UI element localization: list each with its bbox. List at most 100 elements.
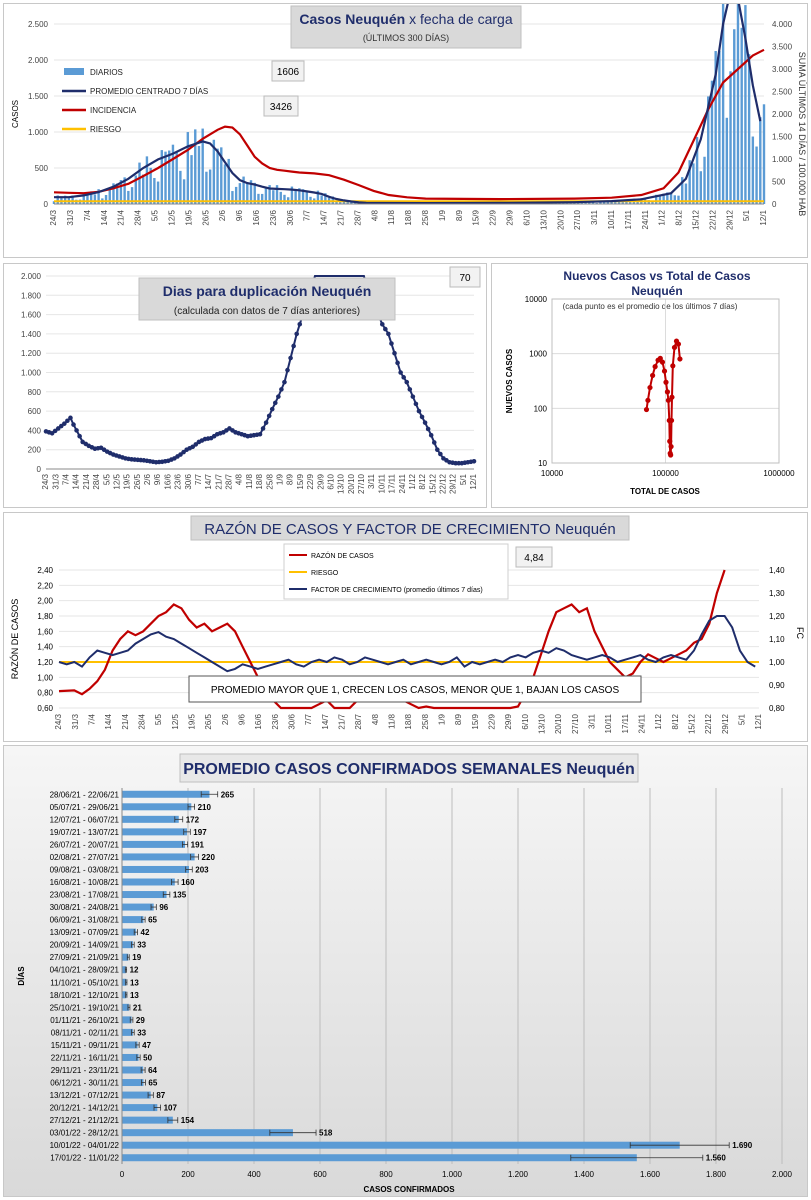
- x-tick-label: 23/6: [269, 209, 278, 225]
- daily-bar: [56, 195, 59, 204]
- daily-bar: [208, 169, 212, 204]
- legend-label: DIARIOS: [90, 68, 123, 77]
- left-tick-label: 2.000: [28, 56, 49, 65]
- weekly-bars-panel: PROMEDIO CASOS CONFIRMADOS SEMANALES Neu…: [3, 745, 808, 1197]
- left-tick-label: 1,40: [37, 643, 53, 652]
- daily-bar: [744, 5, 747, 205]
- right-tick-label: 1.000: [772, 155, 793, 164]
- daily-bar: [119, 180, 123, 204]
- chart-title: Nuevos Casos vs Total de Casos: [563, 269, 751, 283]
- bar: [122, 1016, 132, 1024]
- category-label: 22/11/21 - 16/11/21: [51, 1053, 120, 1062]
- daily-bar: [257, 193, 260, 204]
- x-tick-label: 1/12: [658, 209, 667, 225]
- data-point: [383, 326, 388, 332]
- daily-bar: [160, 150, 164, 204]
- y-tick-label: 200: [28, 446, 42, 455]
- x-tick-label: 3/11: [587, 713, 596, 729]
- daily-bar: [695, 136, 699, 204]
- data-point: [395, 360, 400, 366]
- x-tick-label: 10/11: [377, 473, 386, 493]
- annotation-box: [188, 675, 642, 703]
- x-tick-label: 6/10: [326, 473, 335, 489]
- data-point: [282, 379, 287, 385]
- x-tick-label: 18/8: [404, 209, 413, 225]
- weekly-average-chart: PROMEDIO CASOS CONFIRMADOS SEMANALES Neu…: [17, 753, 793, 1194]
- value-label: 160: [181, 878, 195, 887]
- x-tick-label: 15/12: [691, 209, 700, 230]
- cases-chart-panel: 0 500 1.000 1.500 2.000 2.500 0 500 1.000 1.500 2.…: [3, 3, 808, 258]
- x-tick-label: 1.600: [640, 1170, 661, 1179]
- daily-bar: [316, 190, 320, 204]
- right-tick-label: 0,80: [769, 704, 785, 713]
- daily-bar: [63, 195, 67, 204]
- category-label: 03/01/22 - 28/12/21: [50, 1129, 120, 1138]
- daily-bar: [606, 200, 610, 204]
- daily-bar: [703, 156, 706, 204]
- x-tick-label: 26/5: [201, 209, 210, 225]
- x-tick-label: 10/11: [604, 713, 613, 733]
- x-tick-label: 23/6: [174, 473, 183, 489]
- x-tick-label: 23/6: [271, 713, 280, 729]
- daily-bar: [733, 29, 736, 205]
- y2-axis-label: SUMA ÚLTIMOS 14 DÍAS / 100.000 HAB: [797, 52, 807, 216]
- value-label: 87: [156, 1091, 165, 1100]
- chart-subtitle: (calculada con datos de 7 días anteriore…: [174, 306, 360, 317]
- daily-bar: [677, 195, 680, 204]
- bar: [122, 978, 127, 986]
- x-tick-label: 7/4: [61, 473, 70, 485]
- x-tick-label: 22/9: [487, 713, 496, 729]
- x-tick-label: 30/6: [184, 473, 193, 489]
- x-tick-label: 13/10: [539, 209, 548, 230]
- data-point: [413, 401, 419, 407]
- incidence-line: [53, 48, 765, 201]
- bar: [122, 1091, 151, 1099]
- y-tick-label: 800: [28, 388, 42, 397]
- ratio-growth-chart: 0,60 0,80 1,00 1,20 1,40 1,60 1,80 2,00 2,20 2,40…: [10, 515, 805, 734]
- bar: [122, 1116, 173, 1124]
- x-tick-label: 1/9: [437, 713, 446, 725]
- x-tick-label: 6/10: [522, 209, 531, 225]
- x-tick-label: 16/6: [254, 713, 263, 729]
- y-tick-label: 1000: [529, 350, 547, 359]
- x-tick-label: 18/8: [404, 713, 413, 729]
- y-tick-label: 400: [28, 426, 42, 435]
- daily-bar: [294, 189, 297, 204]
- bar: [122, 1028, 133, 1036]
- x-tick-label: 5/5: [151, 209, 160, 221]
- x-tick-label: 1000000: [763, 469, 795, 478]
- y-tick-label: 600: [28, 407, 42, 416]
- left-tick-label: 1,60: [37, 627, 53, 636]
- x-tick-label: 21/4: [117, 209, 126, 225]
- daily-bar: [145, 156, 149, 204]
- data-point: [407, 387, 413, 392]
- x-tick-label: 24/3: [41, 473, 50, 489]
- x-tick-label: 16/6: [252, 209, 261, 225]
- x-tick-label: 15/12: [428, 473, 437, 494]
- legend-label: RAZÓN DE CASOS: [311, 551, 374, 560]
- daily-bar: [669, 192, 673, 204]
- data-point: [276, 394, 281, 399]
- daily-bar: [89, 191, 93, 204]
- x-tick-label: 12/5: [167, 209, 176, 225]
- y-axis-label: CASOS: [11, 100, 20, 128]
- value-label: 21: [133, 1003, 142, 1012]
- daily-bar: [320, 195, 323, 204]
- x-tick-label: 9/6: [235, 209, 244, 221]
- category-label: 05/07/21 - 29/06/21: [50, 803, 120, 812]
- value-label: 203: [195, 865, 209, 874]
- chart-title: Casos Neuquén x fecha de carga: [299, 11, 512, 27]
- title-box: [290, 5, 522, 49]
- bar: [122, 1154, 637, 1162]
- data-point: [260, 426, 266, 431]
- daily-bar: [164, 151, 167, 204]
- daily-bar: [201, 128, 204, 204]
- bar: [122, 865, 189, 873]
- x-tick-label: 19/5: [123, 473, 132, 489]
- x-tick-label: 14/4: [104, 713, 113, 729]
- x-tick-label: 1/12: [654, 713, 663, 729]
- daily-bar: [231, 191, 234, 204]
- daily-bar: [279, 191, 282, 204]
- x-tick-label: 20/10: [556, 209, 565, 230]
- daily-bar: [610, 201, 613, 204]
